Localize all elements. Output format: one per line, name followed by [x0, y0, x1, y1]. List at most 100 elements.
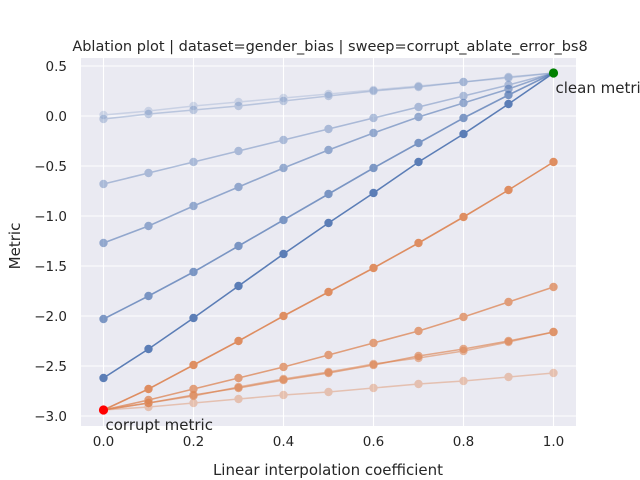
- data-point: [144, 106, 153, 116]
- data-point: [189, 313, 198, 323]
- data-point: [189, 360, 198, 370]
- highlight-points: [98, 68, 559, 415]
- data-point: [279, 362, 288, 372]
- annotation-label: corrupt metric: [106, 416, 213, 434]
- data-point: [324, 91, 333, 101]
- data-point: [144, 398, 153, 408]
- data-point: [369, 85, 378, 95]
- data-point: [504, 372, 513, 382]
- x-axis-ticks: 0.0 0.2 0.4 0.6 0.8 1.0: [93, 434, 564, 450]
- data-point: [99, 114, 108, 124]
- data-point: [414, 157, 423, 167]
- data-point: [99, 179, 108, 189]
- data-point: [279, 390, 288, 400]
- data-point: [414, 353, 423, 363]
- x-tick-label: 0.0: [93, 434, 114, 450]
- data-point: [504, 84, 513, 94]
- data-point: [99, 373, 108, 383]
- data-point: [369, 188, 378, 198]
- data-point: [234, 101, 243, 111]
- data-point: [414, 82, 423, 92]
- data-point: [414, 112, 423, 122]
- y-tick-label: −3.0: [34, 409, 67, 425]
- data-point: [459, 77, 468, 87]
- x-tick-label: 0.4: [273, 434, 294, 450]
- data-point: [414, 81, 423, 91]
- data-point: [189, 384, 198, 394]
- data-point: [189, 398, 198, 408]
- data-point: [369, 86, 378, 96]
- data-point: [459, 91, 468, 101]
- series-line: [103, 72, 554, 116]
- data-point: [144, 109, 153, 119]
- data-point: [459, 98, 468, 108]
- data-point: [504, 72, 513, 82]
- data-point: [324, 218, 333, 228]
- data-point: [279, 135, 288, 145]
- data-point: [504, 337, 513, 347]
- data-point: [324, 387, 333, 397]
- data-point: [369, 338, 378, 348]
- data-point: [549, 157, 558, 167]
- data-point: [459, 77, 468, 87]
- data-point: [234, 373, 243, 383]
- data-point: [324, 145, 333, 155]
- data-point: [279, 249, 288, 259]
- data-point: [324, 189, 333, 199]
- data-point: [189, 391, 198, 401]
- series-4: [99, 68, 558, 248]
- data-point: [504, 297, 513, 307]
- data-point: [279, 93, 288, 103]
- data-point: [549, 282, 558, 292]
- data-point: [369, 163, 378, 173]
- data-point: [324, 287, 333, 297]
- y-tick-label: −1.5: [34, 259, 67, 275]
- data-point: [99, 314, 108, 324]
- data-point: [369, 263, 378, 273]
- data-point: [234, 336, 243, 346]
- data-point: [324, 124, 333, 134]
- data-point: [144, 291, 153, 301]
- y-tick-label: −1.0: [34, 209, 67, 225]
- x-tick-label: 0.6: [363, 434, 384, 450]
- data-point: [234, 97, 243, 107]
- series-line: [103, 72, 554, 185]
- data-point: [414, 379, 423, 389]
- data-point: [414, 238, 423, 248]
- y-tick-label: 0.0: [46, 109, 67, 125]
- chart-title: Ablation plot | dataset=gender_bias | sw…: [72, 39, 587, 55]
- x-tick-label: 1.0: [543, 434, 564, 450]
- data-point: [279, 163, 288, 173]
- data-point: [234, 394, 243, 404]
- data-point: [369, 383, 378, 393]
- data-point: [414, 326, 423, 336]
- series-line: [103, 72, 554, 120]
- data-point: [369, 359, 378, 369]
- data-point: [99, 238, 108, 248]
- data-point: [504, 90, 513, 100]
- annotations: clean metric corrupt metric: [106, 79, 640, 434]
- data-point: [144, 384, 153, 394]
- data-point: [369, 128, 378, 138]
- y-tick-label: −0.5: [34, 159, 67, 175]
- data-point: [459, 129, 468, 139]
- data-point: [189, 157, 198, 167]
- data-point: [279, 215, 288, 225]
- data-point: [324, 89, 333, 99]
- data-point: [414, 138, 423, 148]
- data-point: [459, 212, 468, 222]
- data-point: [369, 113, 378, 123]
- data-point: [234, 182, 243, 192]
- annotation-label: clean metric: [556, 79, 640, 97]
- data-point: [189, 105, 198, 115]
- data-point: [234, 241, 243, 251]
- data-point: [459, 346, 468, 356]
- data-point: [144, 168, 153, 178]
- x-axis-label: Linear interpolation coefficient: [213, 461, 443, 479]
- data-point: [504, 99, 513, 109]
- data-point: [549, 327, 558, 337]
- series-2: [99, 68, 558, 124]
- data-point: [234, 146, 243, 156]
- y-tick-label: −2.5: [34, 359, 67, 375]
- y-axis-label: Metric: [6, 223, 24, 270]
